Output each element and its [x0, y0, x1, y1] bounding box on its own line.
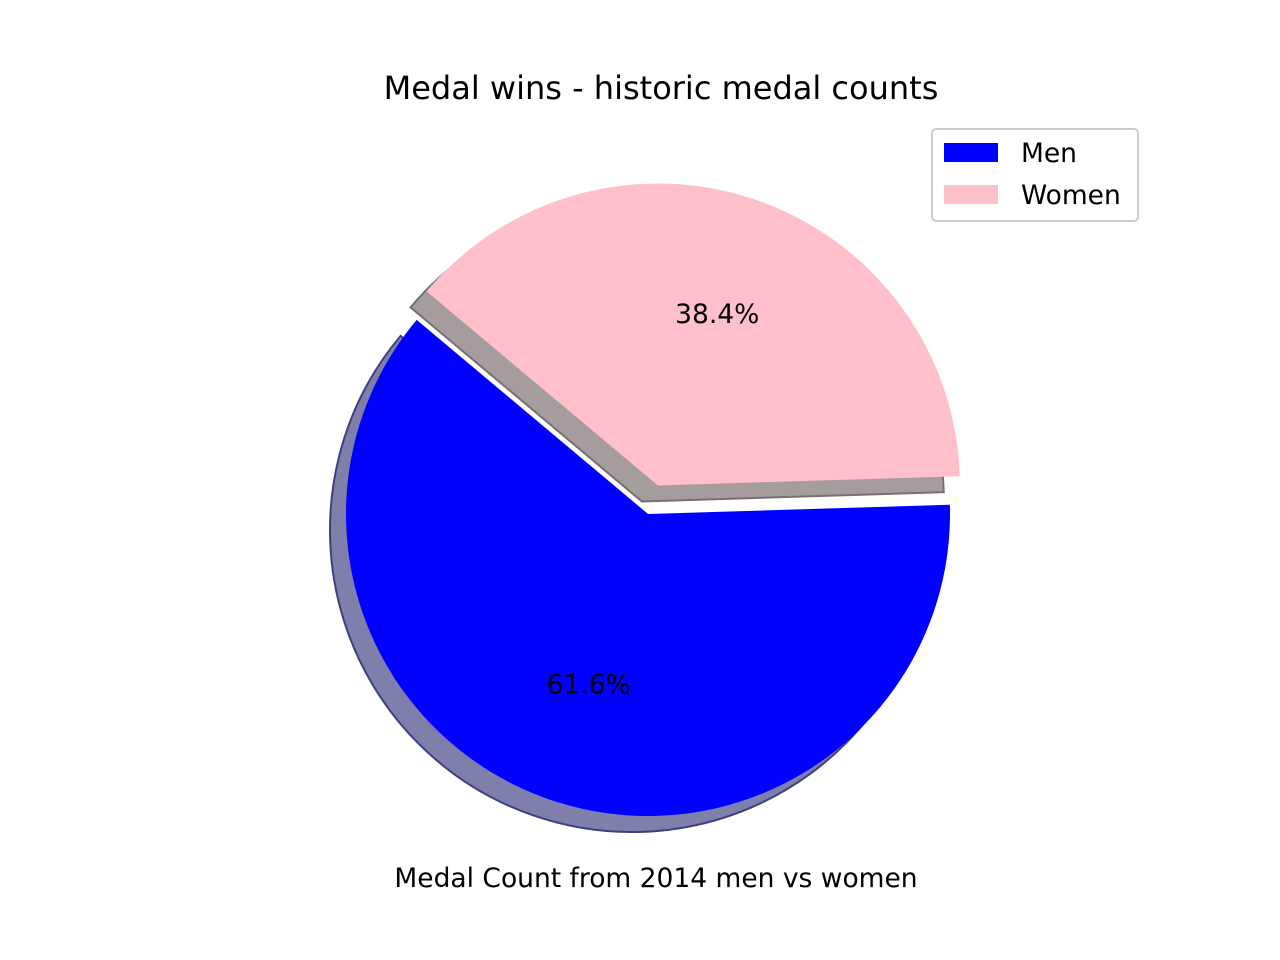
legend-label-men: Men	[1021, 138, 1077, 169]
legend-swatch-women	[944, 185, 998, 204]
chart-xlabel: Medal Count from 2014 men vs women	[394, 863, 917, 894]
pie-label-layer: 61.6% 38.4%	[547, 299, 760, 701]
legend-swatch-men	[944, 143, 998, 162]
pie-slice-women	[426, 183, 960, 486]
pie-slice-men	[346, 319, 950, 816]
chart-legend: Men Women	[931, 128, 1139, 222]
chart-title: Medal wins - historic medal counts	[384, 69, 939, 107]
pie-label-women: 38.4%	[675, 299, 759, 330]
legend-items: Men Women	[944, 138, 1121, 211]
legend-label-women: Women	[1021, 180, 1121, 211]
pie-wedge-layer	[346, 183, 960, 816]
pie-label-men: 61.6%	[547, 670, 631, 701]
